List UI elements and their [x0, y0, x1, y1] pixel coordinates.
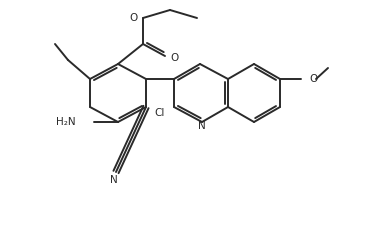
Text: N: N: [110, 175, 118, 185]
Text: O: O: [130, 13, 138, 23]
Text: N: N: [198, 121, 206, 131]
Text: H₂N: H₂N: [57, 117, 76, 127]
Text: O: O: [309, 74, 317, 84]
Text: Cl: Cl: [155, 108, 165, 118]
Text: O: O: [170, 53, 178, 63]
